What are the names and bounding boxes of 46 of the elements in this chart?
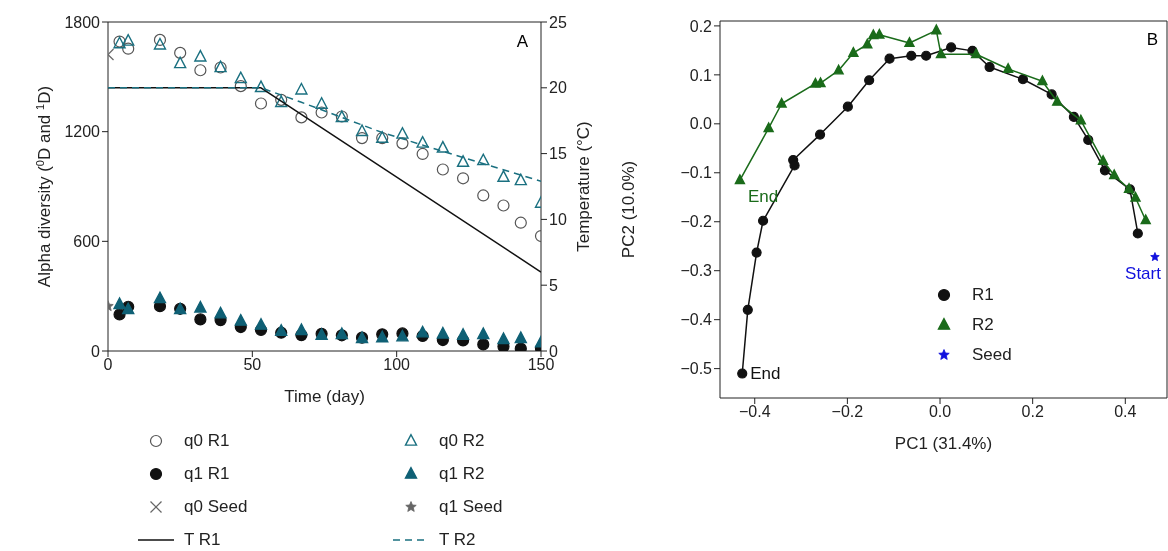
legend-label: T R1 xyxy=(184,530,221,550)
y2-tick-label: 25 xyxy=(549,13,567,31)
annotation: A xyxy=(516,32,528,52)
y2-tick-label: 20 xyxy=(549,79,567,97)
legend-label: q1 Seed xyxy=(439,497,503,517)
annotation: End xyxy=(750,363,781,383)
y-tick-label: −0.2 xyxy=(680,213,713,231)
x-tick-label: 100 xyxy=(383,356,411,374)
legend-label: q0 Seed xyxy=(184,497,248,517)
y-tick-label: 1200 xyxy=(64,123,101,141)
annotation: B xyxy=(1146,30,1158,50)
x-tick-label: 0.4 xyxy=(1114,403,1137,421)
annotation: End xyxy=(747,187,779,207)
x-tick-label: −0.2 xyxy=(831,403,864,421)
y2-tick-label: 10 xyxy=(549,211,567,229)
annotation: Start xyxy=(1125,263,1162,283)
legend-label: q1 R1 xyxy=(184,464,230,484)
y-tick-label: −0.5 xyxy=(680,360,713,378)
x-axis-title: PC1 (31.4%) xyxy=(894,434,993,453)
y2-tick-label: 5 xyxy=(549,276,558,294)
y-tick-label: 1800 xyxy=(64,13,101,31)
y-tick-label: 0.1 xyxy=(689,66,713,84)
y-tick-label: −0.3 xyxy=(680,262,713,280)
y-tick-label: 0.2 xyxy=(689,17,713,35)
x-tick-label: 50 xyxy=(243,356,262,374)
y-tick-label: −0.4 xyxy=(680,311,713,329)
y-tick-label: 600 xyxy=(73,233,101,251)
legend-label: T R2 xyxy=(439,530,476,550)
legend-label: q0 R2 xyxy=(439,431,485,451)
legend-label: R1 xyxy=(972,285,994,305)
x-tick-label: 150 xyxy=(527,356,555,374)
y-axis-title: PC2 (10.0%) xyxy=(619,160,638,259)
legend-label: R2 xyxy=(972,315,994,335)
y-tick-label: 0 xyxy=(91,342,101,360)
legend-label: Seed xyxy=(972,345,1012,365)
x-tick-label: 0.0 xyxy=(928,403,952,421)
x-tick-label: 0.2 xyxy=(1021,403,1044,421)
y-tick-label: −0.1 xyxy=(680,164,713,182)
legend-label: q1 R2 xyxy=(439,464,485,484)
y2-axis-title: Temperature (°C) xyxy=(574,121,593,252)
x-tick-label: 0 xyxy=(103,356,113,374)
x-axis-title: Time (day) xyxy=(284,387,365,406)
x-tick-label: −0.4 xyxy=(738,403,771,421)
legend-label: q0 R1 xyxy=(184,431,230,451)
y2-tick-label: 15 xyxy=(549,145,567,163)
y-tick-label: 0.0 xyxy=(689,115,713,133)
